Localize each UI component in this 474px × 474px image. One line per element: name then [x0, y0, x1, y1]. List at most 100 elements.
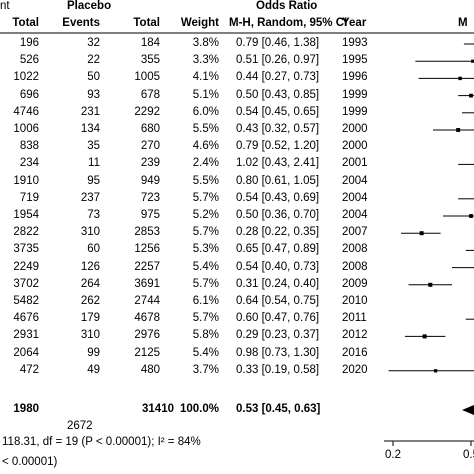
study-year: 2008 — [342, 243, 368, 256]
treatment-group-header: nt — [0, 0, 10, 12]
study-or-ci: 0.29 [0.23, 0.37] — [236, 329, 320, 342]
study-placebo-total: 355 — [140, 54, 160, 67]
study-year: 2010 — [342, 295, 368, 307]
study-weight: 5.4% — [192, 346, 219, 359]
study-weight: 6.1% — [192, 295, 219, 307]
study-treatment-total: 838 — [19, 140, 39, 153]
study-or-ci: 1.02 [0.43, 2.41] — [236, 157, 320, 170]
pooled-or-ci: 0.53 [0.45, 0.63] — [236, 403, 321, 415]
study-weight: 5.3% — [192, 243, 219, 256]
overall-effect-text: < 0.00001) — [2, 456, 58, 468]
study-placebo-events: 262 — [80, 295, 100, 307]
study-placebo-events: 237 — [80, 191, 100, 204]
study-or-ci: 0.54 [0.43, 0.69] — [236, 191, 320, 204]
study-year: 2012 — [342, 329, 368, 342]
study-or-ci: 0.64 [0.54, 0.75] — [236, 295, 320, 307]
study-placebo-total: 270 — [140, 140, 160, 153]
weight-header: Weight — [180, 17, 219, 29]
study-placebo-total: 949 — [140, 174, 160, 187]
study-treatment-total: 2931 — [13, 329, 39, 342]
study-placebo-events: 179 — [80, 312, 100, 325]
study-placebo-total: 480 — [140, 363, 160, 376]
study-placebo-events: 93 — [87, 88, 100, 101]
study-year: 2009 — [342, 277, 368, 290]
study-treatment-total: 5482 — [13, 295, 39, 307]
year-header: Year — [342, 17, 367, 29]
study-placebo-total: 975 — [140, 209, 160, 221]
study-year: 2020 — [342, 363, 368, 376]
study-placebo-events: 134 — [80, 123, 100, 135]
study-placebo-total: 680 — [140, 123, 160, 135]
point-estimate — [433, 369, 438, 373]
study-or-ci: 0.60 [0.47, 0.76] — [236, 312, 320, 325]
study-placebo-total: 1256 — [134, 243, 160, 256]
study-placebo-total: 2125 — [134, 346, 160, 359]
study-placebo-events: 95 — [87, 174, 100, 187]
study-year: 1995 — [342, 54, 368, 67]
study-or-ci: 0.54 [0.40, 0.73] — [236, 260, 320, 273]
study-placebo-total: 2257 — [134, 260, 160, 273]
study-placebo-events: 32 — [87, 37, 100, 49]
events-total: 2672 — [67, 420, 93, 432]
study-weight: 5.7% — [192, 277, 219, 290]
study-treatment-total: 472 — [19, 363, 39, 376]
study-placebo-events: 60 — [87, 243, 100, 256]
study-or-ci: 0.31 [0.24, 0.40] — [236, 277, 320, 290]
study-year: 2011 — [342, 312, 367, 325]
study-weight: 6.0% — [192, 105, 219, 118]
study-placebo-events: 50 — [87, 71, 100, 84]
study-year: 2004 — [342, 174, 368, 187]
pooled-placebo-total: 31410 — [142, 403, 174, 415]
study-or-ci: 0.80 [0.61, 1.05] — [236, 174, 320, 187]
study-placebo-events: 49 — [87, 363, 100, 376]
study-treatment-total: 526 — [19, 54, 39, 67]
pooled-diamond — [462, 405, 474, 415]
study-placebo-events: 73 — [87, 209, 100, 221]
study-or-ci: 0.28 [0.22, 0.35] — [236, 226, 320, 239]
study-treatment-total: 1954 — [13, 209, 39, 221]
study-treatment-total: 234 — [19, 157, 39, 170]
study-placebo-total: 4678 — [134, 312, 160, 325]
study-treatment-total: 4676 — [13, 312, 39, 325]
study-placebo-events: 22 — [87, 54, 100, 67]
study-weight: 5.8% — [192, 329, 219, 342]
study-treatment-total: 3702 — [13, 277, 39, 290]
study-placebo-total: 3691 — [134, 277, 160, 290]
point-estimate — [469, 93, 473, 98]
study-year: 2000 — [342, 140, 368, 153]
study-or-ci: 0.51 [0.26, 0.97] — [236, 54, 320, 67]
study-or-ci: 0.43 [0.32, 0.57] — [236, 123, 320, 135]
study-placebo-total: 2976 — [134, 329, 160, 342]
study-treatment-total: 2249 — [13, 260, 39, 273]
odds-ratio-header: Odds Ratio — [256, 0, 318, 12]
study-year: 2000 — [342, 123, 368, 135]
study-year: 1993 — [342, 37, 368, 49]
study-placebo-events: 126 — [80, 260, 100, 273]
study-weight: 2.4% — [192, 157, 219, 170]
study-or-ci: 0.54 [0.45, 0.65] — [236, 105, 320, 118]
point-estimate — [428, 282, 433, 287]
placebo-total-header: Total — [133, 17, 160, 29]
study-year: 2004 — [342, 191, 368, 204]
study-placebo-total: 723 — [140, 191, 160, 204]
study-weight: 5.5% — [192, 174, 219, 187]
study-weight: 4.1% — [192, 71, 219, 84]
x-tick-label: 0.2 — [385, 449, 401, 461]
study-treatment-total: 1022 — [13, 71, 39, 84]
plot-odds-ratio-header: M — [458, 17, 468, 29]
pooled-weight: 100.0% — [179, 403, 219, 415]
study-placebo-total: 2853 — [134, 226, 160, 239]
study-placebo-total: 1005 — [134, 71, 160, 84]
placebo-group-header: Placebo — [67, 0, 112, 12]
study-weight: 5.4% — [192, 260, 219, 273]
study-or-ci: 0.50 [0.43, 0.85] — [236, 88, 320, 101]
study-year: 1996 — [342, 71, 368, 84]
study-placebo-events: 11 — [88, 157, 100, 170]
study-or-ci: 0.79 [0.52, 1.20] — [236, 140, 320, 153]
study-year: 2007 — [342, 226, 368, 239]
point-estimate — [422, 334, 427, 339]
study-treatment-total: 2064 — [13, 346, 39, 359]
study-weight: 5.7% — [192, 191, 219, 204]
study-placebo-events: 310 — [80, 226, 100, 239]
